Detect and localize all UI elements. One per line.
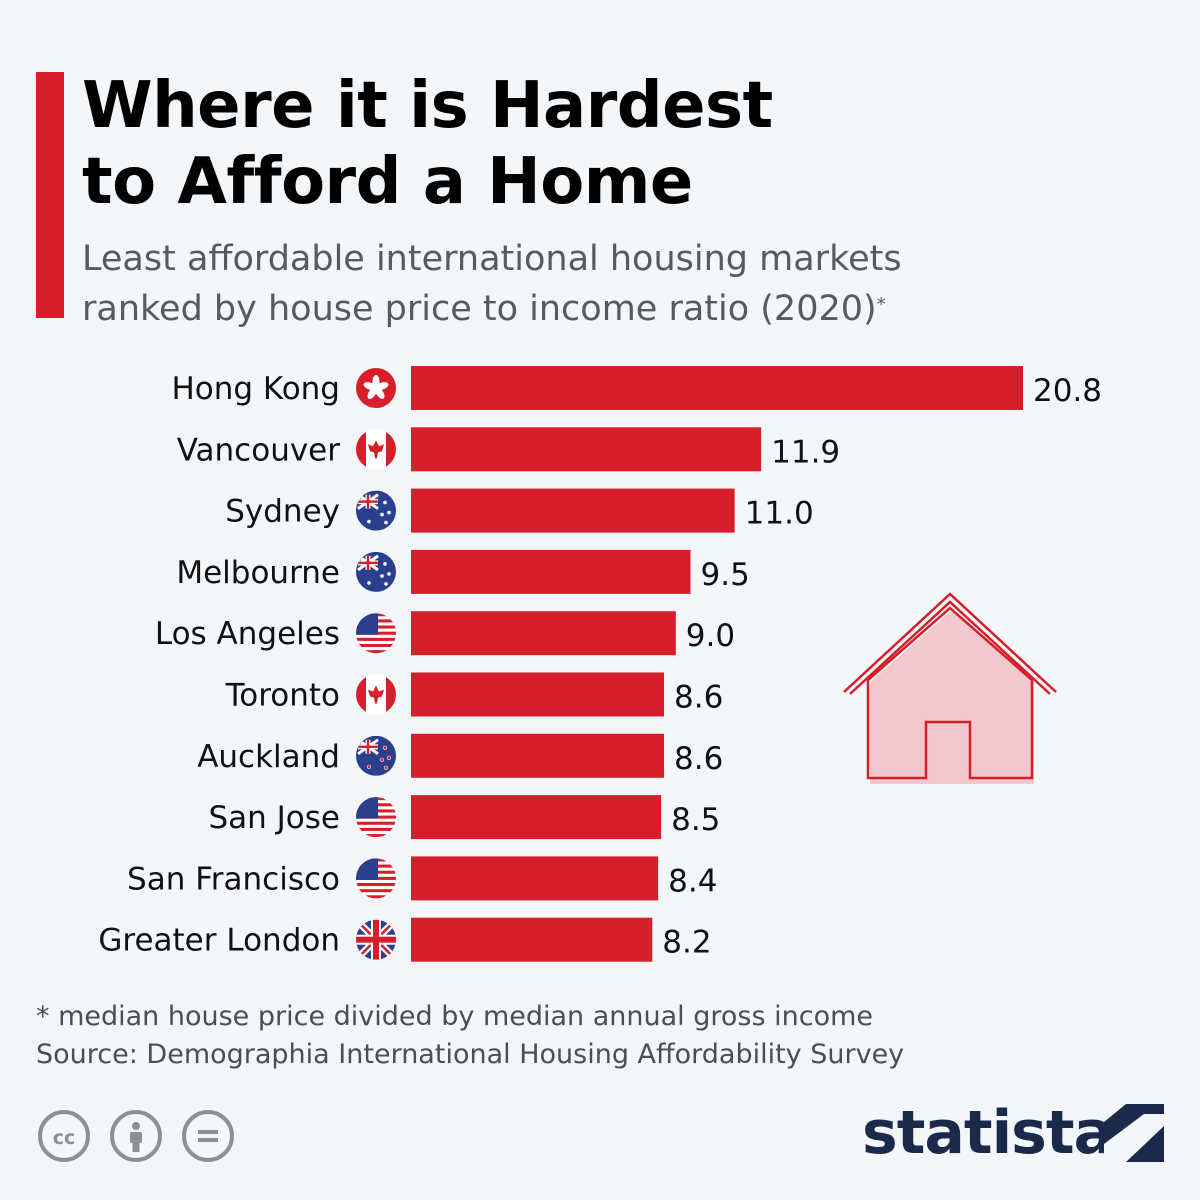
subtitle-line-1: Least affordable international housing m… bbox=[82, 239, 902, 279]
value-label: 9.0 bbox=[686, 618, 735, 654]
category-label: San Francisco bbox=[127, 861, 340, 897]
category-label: Auckland bbox=[197, 739, 340, 775]
value-label: 8.6 bbox=[674, 680, 723, 716]
value-label: 8.4 bbox=[668, 863, 717, 899]
value-label: 11.0 bbox=[745, 496, 814, 532]
category-label: Vancouver bbox=[177, 432, 341, 468]
subtitle-line-2-text: ranked by house price to income ratio (2… bbox=[82, 289, 877, 329]
flag-uk-icon bbox=[356, 919, 396, 960]
flag-usa-icon bbox=[356, 797, 396, 838]
accent-bar bbox=[36, 72, 64, 318]
value-label: 9.5 bbox=[701, 557, 750, 593]
bar bbox=[411, 549, 691, 594]
footnote-definition: * median house price divided by median a… bbox=[36, 1001, 874, 1032]
footnote-source: Source: Demographia International Housin… bbox=[36, 1039, 905, 1070]
flag-usa-icon bbox=[356, 858, 396, 899]
subtitle-footnote-mark: * bbox=[876, 294, 886, 315]
bar bbox=[411, 488, 735, 533]
category-label: San Jose bbox=[208, 800, 340, 836]
flag-australia-icon bbox=[356, 551, 396, 592]
statista-logo[interactable]: statista bbox=[862, 1098, 1114, 1168]
value-label: 8.5 bbox=[671, 802, 720, 838]
bar bbox=[411, 427, 762, 472]
chart-subtitle: Least affordable international housing m… bbox=[82, 234, 902, 334]
value-label: 11.9 bbox=[771, 434, 840, 470]
flag-usa-icon bbox=[356, 613, 396, 654]
chart-title: Where it is Hardest to Afford a Home bbox=[82, 68, 773, 220]
cc-icon[interactable]: cc bbox=[38, 1110, 90, 1162]
title-line-2: to Afford a Home bbox=[82, 145, 693, 219]
subtitle-line-2: ranked by house price to income ratio (2… bbox=[82, 284, 902, 334]
category-label: Melbourne bbox=[176, 555, 340, 591]
value-label: 20.8 bbox=[1033, 373, 1102, 409]
value-label: 8.2 bbox=[662, 925, 711, 961]
category-label: Hong Kong bbox=[171, 371, 340, 407]
bar bbox=[411, 917, 653, 962]
value-label: 8.6 bbox=[674, 741, 723, 777]
footnote: * median house price divided by median a… bbox=[36, 998, 904, 1074]
flag-australia-icon bbox=[356, 490, 396, 531]
cc-icon-text: cc bbox=[53, 1127, 76, 1149]
bar bbox=[411, 856, 659, 901]
bar-chart: Hong Kong 20.8 Vancouver 11.9 Sydney 11.0 Melb… bbox=[98, 366, 1102, 962]
flag-canada-icon bbox=[356, 429, 396, 470]
category-label: Los Angeles bbox=[155, 616, 340, 652]
bar bbox=[411, 672, 665, 717]
bar bbox=[411, 733, 665, 778]
title-line-1: Where it is Hardest bbox=[82, 69, 773, 143]
flag-canada-icon bbox=[356, 674, 396, 715]
category-label: Greater London bbox=[98, 923, 340, 959]
bar bbox=[411, 366, 1023, 410]
nd-icon[interactable] bbox=[182, 1110, 234, 1162]
statista-logo-mark-icon bbox=[1104, 1104, 1164, 1162]
bar bbox=[411, 611, 676, 656]
by-icon[interactable] bbox=[110, 1110, 162, 1162]
house-icon bbox=[843, 592, 1057, 784]
bar bbox=[411, 795, 662, 840]
category-label: Sydney bbox=[225, 494, 340, 530]
flag-new-zealand-icon bbox=[356, 735, 396, 776]
flag-hong-kong-icon bbox=[356, 368, 396, 408]
category-label: Toronto bbox=[225, 678, 340, 714]
